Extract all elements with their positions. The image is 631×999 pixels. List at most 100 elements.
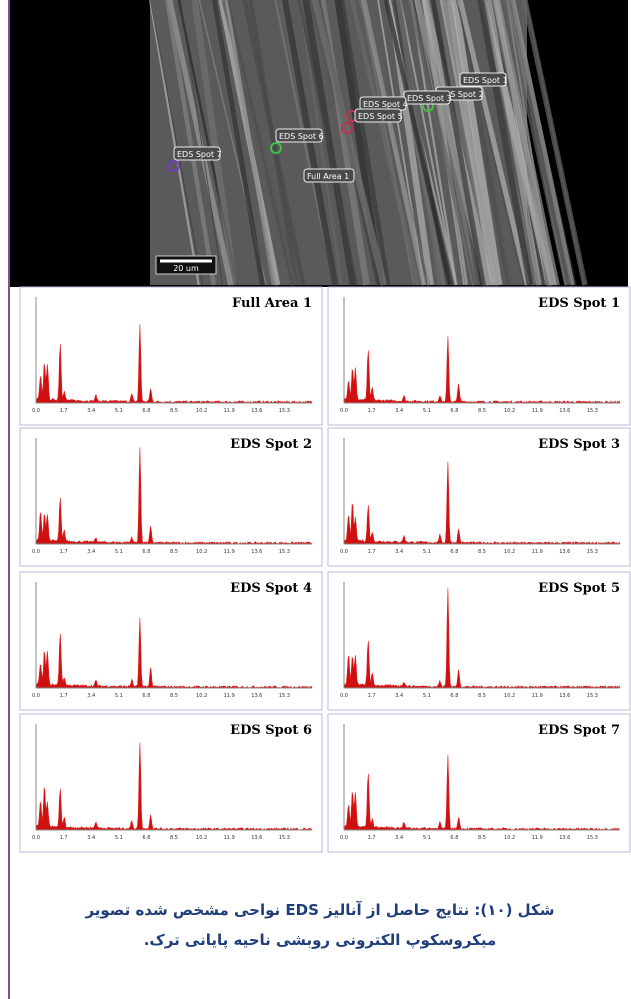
- x-tick-label: 15.3: [279, 693, 290, 699]
- left-rule: [8, 0, 10, 999]
- sem-label: EDS Spot 4: [363, 100, 408, 109]
- x-tick-label: 1.7: [368, 549, 376, 555]
- x-tick-label: 15.3: [279, 408, 290, 414]
- panel-title: EDS Spot 1: [538, 296, 620, 311]
- x-tick-label: 10.2: [504, 693, 515, 699]
- x-tick-label: 11.9: [532, 549, 543, 555]
- x-tick-label: 13.6: [251, 549, 262, 555]
- x-tick-label: 5.1: [423, 408, 431, 414]
- x-tick-label: 13.6: [559, 835, 570, 841]
- x-tick-label: 6.8: [142, 835, 150, 841]
- x-tick-label: 6.8: [450, 408, 458, 414]
- x-tick-label: 10.2: [504, 549, 515, 555]
- x-tick-label: 1.7: [60, 408, 68, 414]
- x-tick-label: 3.4: [395, 408, 403, 414]
- sem-label: EDS Spot 7: [177, 150, 222, 159]
- x-tick-label: 1.7: [60, 693, 68, 699]
- x-tick-label: 5.1: [423, 693, 431, 699]
- x-tick-label: 1.7: [60, 549, 68, 555]
- x-tick-label: 3.4: [395, 835, 403, 841]
- x-tick-label: 15.3: [279, 835, 290, 841]
- x-tick-label: 1.7: [368, 835, 376, 841]
- x-tick-label: 15.3: [279, 549, 290, 555]
- x-tick-label: 8.5: [478, 835, 486, 841]
- caption-line: میکروسکوپ الکترونی روبشی ناحیه پایانی تر…: [144, 931, 497, 950]
- x-tick-label: 10.2: [504, 408, 515, 414]
- x-tick-label: 11.9: [532, 408, 543, 414]
- x-tick-label: 13.6: [251, 693, 262, 699]
- x-tick-label: 6.8: [142, 693, 150, 699]
- panel-title: EDS Spot 7: [538, 723, 620, 738]
- page: EDS Spot 1EDS Spot 2EDS Spot 3EDS Spot 4…: [0, 0, 631, 999]
- x-tick-label: 5.1: [115, 693, 123, 699]
- panel-title: EDS Spot 2: [230, 437, 312, 452]
- x-tick-label: 0.0: [340, 408, 348, 414]
- x-tick-label: 15.3: [587, 693, 598, 699]
- x-tick-label: 13.6: [251, 408, 262, 414]
- x-tick-label: 5.1: [115, 408, 123, 414]
- x-tick-label: 11.9: [224, 835, 235, 841]
- panel-title: Full Area 1: [232, 296, 312, 311]
- x-tick-label: 5.1: [115, 835, 123, 841]
- x-tick-label: 8.5: [170, 835, 178, 841]
- x-tick-label: 3.4: [87, 549, 95, 555]
- x-tick-label: 5.1: [423, 835, 431, 841]
- x-tick-label: 6.8: [142, 408, 150, 414]
- x-tick-label: 11.9: [532, 693, 543, 699]
- panel-title: EDS Spot 4: [230, 581, 312, 596]
- sem-label: EDS Spot 6: [279, 132, 324, 141]
- x-tick-label: 8.5: [170, 549, 178, 555]
- x-tick-label: 0.0: [340, 835, 348, 841]
- x-tick-label: 8.5: [170, 693, 178, 699]
- x-tick-label: 11.9: [224, 693, 235, 699]
- x-tick-label: 11.9: [224, 408, 235, 414]
- x-tick-label: 0.0: [340, 549, 348, 555]
- x-tick-label: 0.0: [32, 408, 40, 414]
- x-tick-label: 5.1: [115, 549, 123, 555]
- x-tick-label: 8.5: [478, 408, 486, 414]
- x-tick-label: 10.2: [196, 835, 207, 841]
- x-tick-label: 10.2: [196, 693, 207, 699]
- x-tick-label: 13.6: [559, 408, 570, 414]
- sem-label: Full Area 1: [307, 172, 349, 181]
- x-tick-label: 0.0: [32, 549, 40, 555]
- x-tick-label: 10.2: [196, 408, 207, 414]
- x-tick-label: 10.2: [504, 835, 515, 841]
- x-tick-label: 13.6: [559, 693, 570, 699]
- x-tick-label: 15.3: [587, 408, 598, 414]
- x-tick-label: 13.6: [251, 835, 262, 841]
- x-tick-label: 3.4: [87, 408, 95, 414]
- x-tick-label: 8.5: [478, 693, 486, 699]
- x-tick-label: 11.9: [532, 835, 543, 841]
- x-tick-label: 1.7: [368, 408, 376, 414]
- x-tick-label: 6.8: [450, 549, 458, 555]
- x-tick-label: 1.7: [60, 835, 68, 841]
- x-tick-label: 0.0: [32, 835, 40, 841]
- x-tick-label: 6.8: [142, 549, 150, 555]
- x-tick-label: 5.1: [423, 549, 431, 555]
- x-tick-label: 3.4: [395, 549, 403, 555]
- sem-label: EDS Spot 1: [463, 76, 508, 85]
- x-tick-label: 6.8: [450, 693, 458, 699]
- x-tick-label: 11.9: [224, 549, 235, 555]
- x-tick-label: 6.8: [450, 835, 458, 841]
- x-tick-label: 15.3: [587, 835, 598, 841]
- x-tick-label: 13.6: [559, 549, 570, 555]
- caption-line: شکل (۱۰): نتایج حاصل از آنالیز EDS نواحی…: [84, 901, 554, 919]
- sem-label: EDS Spot 3: [407, 94, 452, 103]
- x-tick-label: 1.7: [368, 693, 376, 699]
- x-tick-label: 15.3: [587, 549, 598, 555]
- panel-title: EDS Spot 6: [230, 723, 312, 738]
- x-tick-label: 0.0: [32, 693, 40, 699]
- x-tick-label: 3.4: [395, 693, 403, 699]
- panel-title: EDS Spot 3: [538, 437, 620, 452]
- scale-label: 20 um: [173, 264, 199, 273]
- x-tick-label: 8.5: [170, 408, 178, 414]
- x-tick-label: 3.4: [87, 693, 95, 699]
- panel-title: EDS Spot 5: [538, 581, 620, 596]
- sem-label: EDS Spot 5: [358, 112, 403, 121]
- x-tick-label: 3.4: [87, 835, 95, 841]
- x-tick-label: 8.5: [478, 549, 486, 555]
- x-tick-label: 10.2: [196, 549, 207, 555]
- x-tick-label: 0.0: [340, 693, 348, 699]
